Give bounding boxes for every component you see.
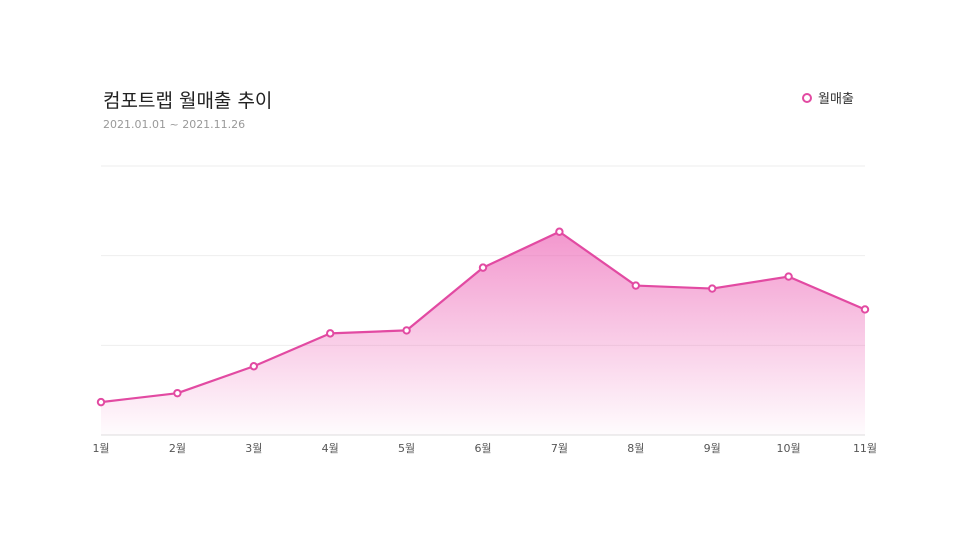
- data-point-9[interactable]: [708, 284, 717, 293]
- legend-marker-icon: [802, 92, 812, 103]
- data-point-7[interactable]: [555, 227, 564, 236]
- data-point-4[interactable]: [326, 329, 335, 338]
- data-point-1[interactable]: [96, 397, 106, 407]
- x-tick-label: 7월: [551, 442, 568, 455]
- date-range: 2021.01.01 ~ 2021.11.26: [103, 118, 246, 131]
- x-tick-label: 9월: [704, 442, 721, 455]
- data-point-10[interactable]: [784, 272, 793, 281]
- x-tick-label: 8월: [627, 442, 644, 455]
- data-point-3[interactable]: [249, 362, 259, 371]
- x-tick-label: 1월: [92, 442, 109, 455]
- data-point-5[interactable]: [402, 326, 411, 335]
- x-tick-label: 2월: [169, 442, 186, 455]
- chart-title: 컴포트랩 월매출 추이: [103, 90, 273, 112]
- data-point-11[interactable]: [860, 305, 870, 314]
- data-point-2[interactable]: [173, 388, 182, 398]
- data-point-6[interactable]: [478, 263, 488, 272]
- series-area-fill: [101, 231, 865, 435]
- x-tick-label: 5월: [398, 442, 415, 455]
- x-tick-label: 6월: [474, 442, 491, 455]
- area-fill-layer: [101, 231, 865, 435]
- legend[interactable]: 월매출: [802, 88, 854, 107]
- x-tick-label: 3월: [245, 442, 262, 455]
- x-tick-label: 11월: [853, 442, 877, 455]
- data-points-layer[interactable]: [96, 227, 870, 407]
- data-point-8[interactable]: [631, 281, 640, 290]
- x-tick-label: 10월: [777, 442, 801, 455]
- x-axis-tick-labels: 1월 2월 3월 4월 5월 6월 7월 8월 9월 10월 11월: [92, 442, 877, 455]
- legend-label: 월매출: [818, 92, 854, 107]
- x-tick-label: 4월: [322, 442, 339, 455]
